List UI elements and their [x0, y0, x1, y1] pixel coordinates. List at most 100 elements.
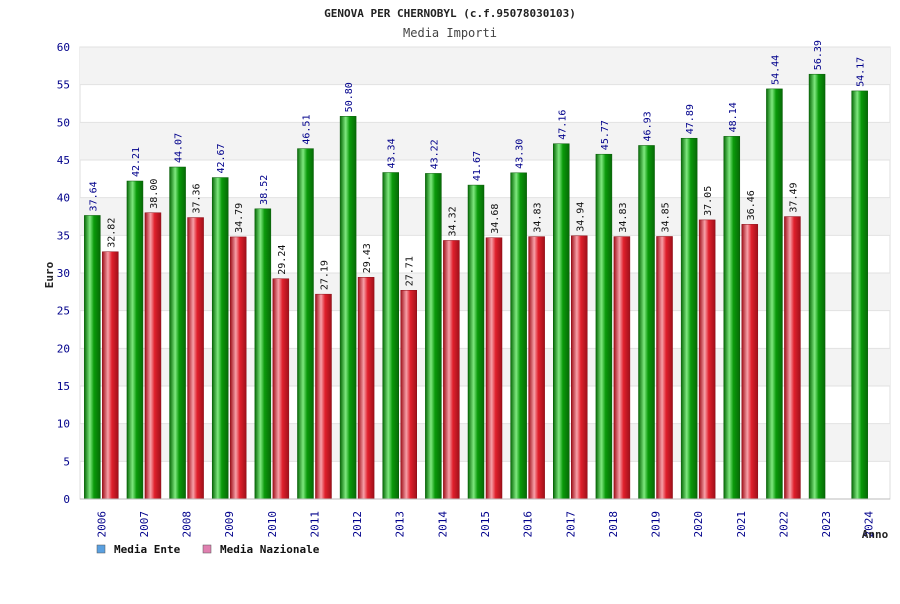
bar-media-ente — [169, 166, 186, 500]
data-label: 50.80 — [344, 82, 355, 112]
bar-media-ente — [723, 136, 741, 500]
data-label: 45.77 — [600, 120, 611, 150]
data-label: 46.51 — [301, 115, 312, 145]
bar-media-ente — [297, 148, 314, 500]
bar-media-ente — [595, 153, 613, 500]
data-label: 56.39 — [813, 40, 824, 70]
bar-media-ente — [425, 173, 442, 500]
legend-swatch-media-nazionale — [202, 544, 212, 554]
y-tick-label: 60 — [57, 41, 70, 54]
x-tick-label: 2007 — [138, 511, 151, 538]
x-tick-label: 2013 — [394, 511, 407, 538]
y-tick-label: 55 — [57, 79, 70, 92]
bar-media-ente — [382, 172, 399, 500]
y-tick-label: 35 — [57, 229, 70, 242]
data-label: 27.71 — [405, 256, 416, 286]
data-label: 34.32 — [447, 206, 458, 236]
data-label: 54.44 — [770, 55, 781, 85]
y-tick-label: 5 — [63, 455, 70, 468]
legend-label-media-ente: Media Ente — [114, 543, 181, 556]
y-tick-label: 15 — [57, 380, 70, 393]
x-tick-label: 2017 — [564, 511, 577, 538]
bar-media-ente — [553, 143, 570, 500]
y-tick-label: 25 — [57, 305, 70, 318]
data-label: 27.19 — [319, 260, 330, 290]
x-tick-label: 2024 — [863, 511, 876, 538]
x-axis-label: Anno — [862, 528, 889, 541]
x-tick-label: 2012 — [351, 511, 364, 538]
bar-media-nazionale — [571, 235, 588, 500]
bar-media-nazionale — [102, 251, 119, 500]
data-label: 37.36 — [192, 183, 203, 213]
y-tick-label: 45 — [57, 154, 70, 167]
bar-media-nazionale — [272, 278, 290, 500]
bar-media-ente — [510, 172, 527, 500]
bar-media-nazionale — [784, 216, 801, 500]
data-label: 43.30 — [515, 139, 526, 169]
data-label: 47.89 — [685, 104, 696, 134]
bar-media-ente — [808, 73, 826, 500]
data-label: 44.07 — [174, 133, 185, 163]
bar-media-ente — [766, 88, 783, 500]
x-tick-label: 2011 — [308, 511, 321, 538]
x-tick-label: 2015 — [479, 511, 492, 538]
y-tick-label: 30 — [57, 267, 70, 280]
legend-swatch-media-ente — [96, 544, 106, 554]
x-tick-label: 2020 — [692, 511, 705, 538]
y-axis-label: Euro — [43, 261, 56, 288]
data-label: 46.93 — [643, 111, 654, 141]
chart-subtitle: Media Importi — [403, 26, 497, 40]
bar-media-nazionale — [528, 236, 545, 500]
data-label: 36.46 — [746, 190, 757, 220]
data-label: 34.83 — [618, 203, 629, 233]
bar-media-nazionale — [315, 293, 332, 500]
bar-media-nazionale — [443, 240, 460, 500]
bar-media-nazionale — [229, 236, 247, 500]
y-tick-label: 50 — [57, 116, 70, 129]
data-label: 48.14 — [728, 102, 739, 132]
data-label: 37.64 — [88, 181, 99, 211]
data-label: 34.83 — [533, 203, 544, 233]
bar-media-ente — [638, 145, 655, 500]
x-tick-label: 2023 — [820, 511, 833, 538]
bar-media-nazionale — [357, 277, 375, 500]
data-label: 29.43 — [362, 243, 373, 273]
legend-label-media-nazionale: Media Nazionale — [220, 543, 320, 556]
data-label: 43.22 — [429, 139, 440, 169]
bar-media-ente — [680, 137, 698, 500]
y-tick-label: 10 — [57, 418, 70, 431]
data-label: 34.68 — [490, 204, 501, 234]
x-tick-label: 2022 — [777, 511, 790, 538]
data-label: 42.21 — [131, 147, 142, 177]
bar-media-nazionale — [485, 237, 503, 500]
x-tick-label: 2019 — [650, 511, 663, 538]
bar-media-ente — [851, 90, 868, 500]
x-tick-label: 2010 — [266, 511, 279, 538]
data-label: 42.67 — [216, 143, 227, 173]
y-tick-label: 40 — [57, 192, 70, 205]
grid-band — [80, 47, 890, 85]
bar-media-nazionale — [187, 217, 204, 500]
grid-band — [80, 122, 890, 160]
y-tick-label: 20 — [57, 342, 70, 355]
bar-media-nazionale — [698, 219, 716, 500]
bar-media-ente — [126, 180, 144, 500]
bar-media-ente — [84, 215, 101, 500]
x-tick-label: 2016 — [522, 511, 535, 538]
bar-media-ente — [211, 177, 229, 500]
x-tick-label: 2006 — [95, 511, 108, 538]
y-tick-label: 0 — [63, 493, 70, 506]
x-tick-label: 2008 — [181, 511, 194, 538]
data-label: 29.24 — [277, 245, 288, 275]
x-tick-label: 2009 — [223, 511, 236, 538]
x-tick-label: 2018 — [607, 511, 620, 538]
data-label: 37.05 — [703, 186, 714, 216]
chart-title: GENOVA PER CHERNOBYL (c.f.95078030103) — [324, 7, 576, 20]
data-label: 38.00 — [149, 179, 160, 209]
bar-media-ente — [339, 116, 357, 500]
data-label: 34.94 — [575, 202, 586, 232]
bar-media-ente — [467, 184, 485, 500]
bar-media-ente — [254, 208, 272, 500]
